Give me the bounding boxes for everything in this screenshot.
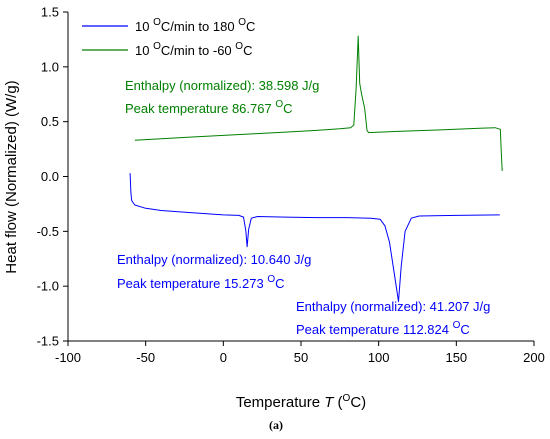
x-axis-title-var: T [324, 394, 335, 411]
y-tick-label: -1.5 [37, 334, 59, 349]
legend-label-heating: 10 OC/min to 180 OC [135, 17, 255, 34]
y-tick-label: -1.0 [37, 279, 59, 294]
plot-frame [67, 12, 534, 342]
x-tick-label: -100 [55, 350, 81, 365]
annotation-blue1-enthalpy: Enthalpy (normalized): 10.640 J/g [117, 252, 311, 267]
x-axis-title-open: ( [333, 394, 342, 411]
y-tick-label: -0.5 [37, 224, 59, 239]
x-ticks: -100 -50 0 50 100 150 200 [55, 341, 545, 365]
y-tick-label: 1.0 [41, 59, 59, 74]
y-tick-label: 0.5 [41, 114, 59, 129]
x-tick-label: 100 [368, 350, 390, 365]
legend-label-cooling: 10 OC/min to -60 OC [135, 41, 252, 58]
annotation-green-peak: Peak temperature 86.767 OC [125, 99, 293, 116]
x-tick-label: 0 [220, 350, 227, 365]
y-tick-label: 1.5 [41, 5, 59, 20]
x-axis-title-unit: C) [350, 394, 366, 411]
series-line-heating [129, 173, 500, 302]
figure-caption: (a) [269, 418, 283, 432]
x-tick-label: -50 [136, 350, 155, 365]
x-tick-label: 150 [445, 350, 467, 365]
legend: 10 OC/min to 180 OC 10 OC/min to -60 OC [82, 17, 255, 58]
legend-entry-heating: 10 OC/min to 180 OC [82, 17, 255, 34]
annotation-green-enthalpy: Enthalpy (normalized): 38.598 J/g [125, 78, 319, 93]
y-axis-title: Heat flow (Normalized) (W/g) [3, 80, 20, 273]
x-axis-title-prefix: Temperature [236, 394, 324, 411]
y-tick-label: 0.0 [41, 169, 59, 184]
x-axis-title: Temperature T (OC) [236, 393, 366, 411]
y-ticks: -1.5 -1.0 -0.5 0.0 0.5 1.0 1.5 [37, 5, 68, 349]
legend-entry-cooling: 10 OC/min to -60 OC [82, 41, 252, 58]
x-axis-title-sup: O [343, 393, 351, 404]
series-line-cooling [134, 35, 503, 172]
x-tick-label: 200 [523, 350, 545, 365]
series-layer [129, 35, 503, 302]
annotations: Enthalpy (normalized): 38.598 J/g Peak t… [117, 78, 490, 337]
annotation-blue2-peak: Peak temperature 112.824 OC [296, 320, 470, 337]
x-tick-label: 50 [294, 350, 308, 365]
annotation-blue1-peak: Peak temperature 15.273 OC [117, 274, 285, 291]
annotation-blue2-enthalpy: Enthalpy (normalized): 41.207 J/g [296, 299, 490, 314]
